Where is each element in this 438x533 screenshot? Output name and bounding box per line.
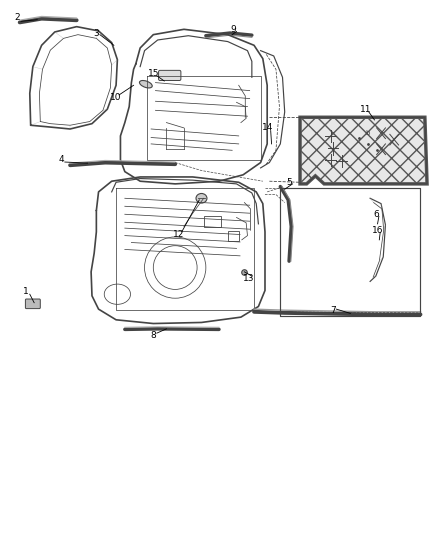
Text: 4: 4 xyxy=(59,156,64,164)
Text: 2: 2 xyxy=(15,13,20,21)
Text: 16: 16 xyxy=(372,226,383,235)
Text: 1: 1 xyxy=(23,287,29,296)
Text: 11: 11 xyxy=(360,105,371,114)
Text: 8: 8 xyxy=(150,332,156,340)
Text: 13: 13 xyxy=(243,274,254,282)
Text: 6: 6 xyxy=(374,210,380,219)
Text: 5: 5 xyxy=(286,178,292,187)
Text: 12: 12 xyxy=(173,230,184,239)
Text: 9: 9 xyxy=(230,25,236,34)
FancyBboxPatch shape xyxy=(25,299,40,309)
Ellipse shape xyxy=(196,193,207,203)
FancyBboxPatch shape xyxy=(159,70,181,80)
Ellipse shape xyxy=(139,80,152,88)
Polygon shape xyxy=(300,117,427,184)
Text: 14: 14 xyxy=(262,124,274,132)
Text: 7: 7 xyxy=(330,306,336,314)
Text: 3: 3 xyxy=(93,29,99,37)
Text: 10: 10 xyxy=(110,93,122,101)
Text: b: b xyxy=(366,130,370,136)
Text: 15: 15 xyxy=(148,69,159,78)
